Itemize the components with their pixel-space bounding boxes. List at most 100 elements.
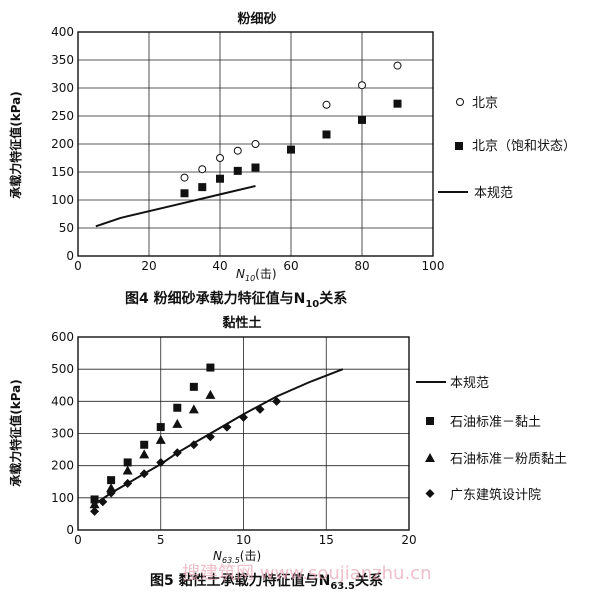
y-tick-label: 50 — [59, 221, 74, 235]
legend-item-beijing: 北京 — [456, 96, 498, 111]
data-point-open-circle — [216, 154, 224, 162]
x-tick-label: 10 — [236, 533, 251, 547]
y-tick-label: 250 — [51, 109, 74, 123]
data-point-open-circle — [358, 81, 366, 90]
data-point-square — [322, 130, 331, 139]
chart2-plot-frame — [77, 336, 410, 531]
chart2-marks — [89, 363, 344, 516]
y-tick-label: 150 — [51, 165, 74, 179]
x-tick-label: 100 — [422, 259, 445, 273]
data-point-diamond — [239, 412, 248, 422]
data-point-open-circle — [233, 146, 242, 155]
data-point-triangle — [155, 434, 166, 444]
legend-label: 北京 — [472, 96, 498, 111]
data-point-square — [233, 166, 242, 175]
watermark-text: 搜建筑网 www.soujianzhu.cn — [182, 563, 432, 584]
legend-label: 石油标准－粉质黏土 — [450, 451, 567, 467]
chart1-x-axis-label: N10(击) — [236, 267, 277, 283]
data-point-square — [358, 115, 366, 124]
chart1-x-ticks: 0 20 40 60 80 100 — [74, 259, 444, 273]
legend-label: 广东建筑设计院 — [450, 487, 541, 503]
legend-item-petroleum-silty-clay: 石油标准－粉质黏土 — [425, 451, 567, 467]
data-point-diamond — [139, 469, 149, 479]
chart2-legend: 本规范 石油标准－黏土 石油标准－粉质黏土 广东建筑设计院 — [416, 376, 567, 503]
legend-label: 本规范 — [450, 376, 489, 391]
chart2-title: 黏性土 — [222, 315, 261, 331]
y-tick-label: 400 — [51, 394, 74, 408]
data-point-diamond — [255, 404, 265, 414]
chart-fine-sand: 粉细砂 0 50 100 150 200 250 300 350 400 0 20 40 60 80 10… — [8, 11, 576, 310]
data-point-square — [189, 382, 198, 391]
data-point-triangle — [89, 499, 100, 509]
data-point-open-circle — [322, 100, 331, 109]
data-point-triangle — [172, 418, 183, 428]
chart2-x-axis-label: N63.5(击) — [213, 549, 261, 565]
data-point-triangle — [188, 404, 199, 414]
x-tick-label: 5 — [157, 533, 165, 547]
series-line — [95, 185, 256, 228]
data-point-diamond — [172, 448, 182, 458]
square-marker-icon — [455, 142, 463, 150]
chart-cohesive-soil: 黏性土 0 100 200 300 400 500 600 0 5 10 15 20 承载力特征值(… — [8, 315, 567, 592]
series-line — [93, 368, 344, 506]
data-point-open-circle — [251, 140, 260, 148]
data-point-square — [156, 423, 165, 432]
legend-label: 北京（饱和状态） — [472, 139, 576, 154]
chart1-caption: 图4 粉细砂承载力特征值与N10关系 — [125, 290, 347, 310]
data-point-triangle — [106, 483, 117, 493]
legend-item-beijing-saturated: 北京（饱和状态） — [455, 139, 576, 154]
chart2-grid — [78, 337, 409, 530]
data-point-square — [287, 145, 295, 154]
x-tick-label: 0 — [74, 533, 82, 547]
diamond-marker-icon — [425, 489, 435, 498]
legend-item-petroleum-clay: 石油标准－黏土 — [426, 414, 541, 430]
y-tick-label: 400 — [51, 25, 74, 39]
data-point-square — [198, 183, 207, 192]
x-tick-label: 15 — [319, 533, 334, 547]
y-tick-label: 350 — [51, 53, 74, 67]
x-tick-label: 20 — [401, 533, 416, 547]
data-point-square — [251, 163, 260, 172]
data-point-diamond — [272, 396, 282, 406]
chart1-grid — [78, 32, 433, 256]
x-tick-label: 0 — [74, 259, 82, 273]
y-tick-label: 500 — [51, 362, 74, 376]
data-point-diamond — [189, 440, 199, 450]
open-circle-marker-icon — [456, 98, 464, 106]
data-point-square — [180, 189, 189, 198]
chart1-legend: 北京 北京（饱和状态） 本规范 — [438, 96, 576, 201]
triangle-marker-icon — [425, 453, 435, 462]
y-tick-label: 0 — [66, 249, 74, 263]
data-point-triangle — [205, 389, 216, 399]
data-point-square — [123, 458, 132, 467]
data-point-square — [393, 99, 402, 108]
data-point-diamond — [106, 488, 116, 498]
y-tick-label: 600 — [51, 330, 74, 344]
legend-item-guangdong-institute: 广东建筑设计院 — [425, 487, 541, 503]
x-tick-label: 80 — [354, 259, 369, 273]
chart1-title: 粉细砂 — [237, 11, 276, 27]
data-point-diamond — [205, 432, 215, 442]
legend-item-code-curve: 本规范 — [438, 186, 513, 201]
data-point-diamond — [123, 478, 133, 488]
chart1-plot-frame — [77, 31, 434, 257]
y-tick-label: 300 — [51, 81, 74, 95]
legend-label: 本规范 — [474, 186, 513, 201]
data-point-open-circle — [198, 165, 207, 174]
chart1-y-ticks: 0 50 100 150 200 250 300 350 400 — [51, 25, 74, 263]
data-point-open-circle — [393, 61, 402, 70]
x-tick-label: 60 — [283, 259, 298, 273]
chart2-y-axis-label: 承载力特征值(kPa) — [8, 379, 23, 487]
y-tick-label: 300 — [51, 427, 74, 441]
data-point-diamond — [156, 457, 166, 467]
data-point-square — [216, 174, 224, 183]
data-point-square — [206, 363, 215, 372]
y-tick-label: 200 — [51, 137, 74, 151]
chart1-marks — [95, 61, 402, 228]
x-tick-label: 20 — [141, 259, 156, 273]
data-point-triangle — [139, 449, 150, 459]
square-marker-icon — [426, 417, 434, 425]
data-point-diamond — [222, 422, 232, 432]
x-tick-label: 40 — [212, 259, 227, 273]
